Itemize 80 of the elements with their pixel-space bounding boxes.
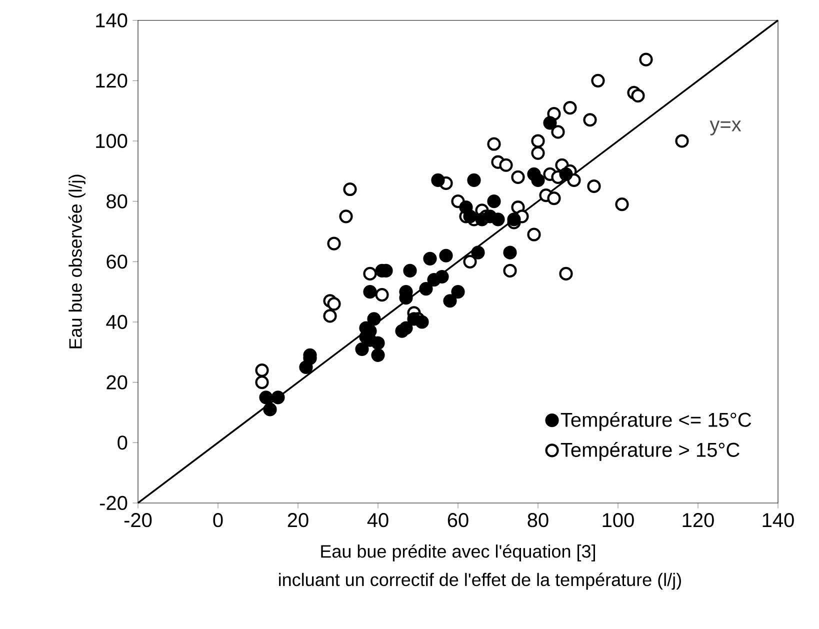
point (547, 192, 561, 206)
y-tick-label: 140 (96, 13, 128, 28)
point (439, 248, 453, 262)
point (271, 390, 285, 404)
y-tick-label: 20 (106, 375, 128, 390)
x-tick-label: 60 (448, 513, 468, 528)
point (367, 312, 381, 326)
legend-label: Température <= 15°C (560, 412, 752, 431)
y-tick-label: 120 (96, 74, 128, 88)
point (419, 282, 433, 296)
point (583, 113, 597, 127)
x-tick-label: 0 (213, 513, 223, 528)
point (431, 173, 445, 188)
y-tick-label: 0 (118, 436, 128, 450)
point (355, 342, 369, 356)
point (263, 402, 277, 416)
point (375, 288, 389, 302)
point (543, 116, 557, 130)
point (403, 264, 417, 278)
annotation: y=x (710, 120, 742, 136)
point (631, 88, 645, 103)
point (491, 212, 505, 226)
point (371, 348, 385, 362)
point (467, 173, 481, 188)
point (463, 210, 477, 224)
legend-label: Température > 15°C (560, 442, 740, 461)
point (675, 134, 689, 148)
point (327, 236, 341, 250)
point (559, 266, 573, 281)
point (399, 321, 413, 335)
x-tick-label: 120 (682, 513, 714, 528)
x-tick-label: 80 (528, 513, 548, 528)
point (559, 167, 573, 181)
y-axis-title: Eau bue observée (l/j) (68, 174, 86, 348)
y-tick-label: -20 (100, 496, 128, 510)
x-tick-label: 20 (288, 513, 308, 528)
x-tick-label: 100 (602, 513, 634, 528)
point (531, 146, 545, 160)
point (563, 101, 577, 115)
point (363, 266, 377, 281)
x-tick-label: -20 (124, 513, 152, 528)
point (451, 285, 465, 299)
point (255, 363, 269, 378)
y-tick-label: 60 (106, 254, 128, 269)
point (499, 158, 513, 172)
x-tick-label: 140 (762, 513, 794, 528)
point (363, 285, 377, 299)
point (531, 134, 545, 148)
point (503, 246, 517, 260)
point (423, 252, 437, 266)
point (587, 179, 601, 194)
point (487, 194, 501, 208)
point (415, 315, 429, 329)
point (551, 125, 565, 139)
y-tick-label: 40 (106, 314, 128, 330)
point (639, 52, 653, 66)
point (339, 210, 353, 224)
point (343, 182, 357, 196)
y-tick-label: 100 (96, 134, 128, 148)
point (443, 294, 457, 308)
point (255, 376, 269, 390)
point (615, 198, 629, 212)
point (591, 74, 605, 88)
point (463, 254, 477, 268)
point (371, 336, 385, 350)
point (327, 297, 341, 311)
point (323, 309, 337, 323)
point (435, 270, 449, 284)
text: incluant un correctif de l'effet de la température (l/j) (279, 572, 681, 590)
point (511, 170, 525, 184)
point (503, 264, 517, 278)
point (487, 137, 501, 151)
x-axis-title: Eau bue prédite avec l'équation [3] (321, 544, 595, 562)
point (531, 173, 545, 188)
point (471, 246, 485, 260)
point (259, 390, 273, 404)
point (507, 212, 521, 226)
x-tick-label: 40 (367, 513, 388, 528)
y-tick-label: 80 (106, 194, 128, 208)
point (527, 228, 541, 242)
